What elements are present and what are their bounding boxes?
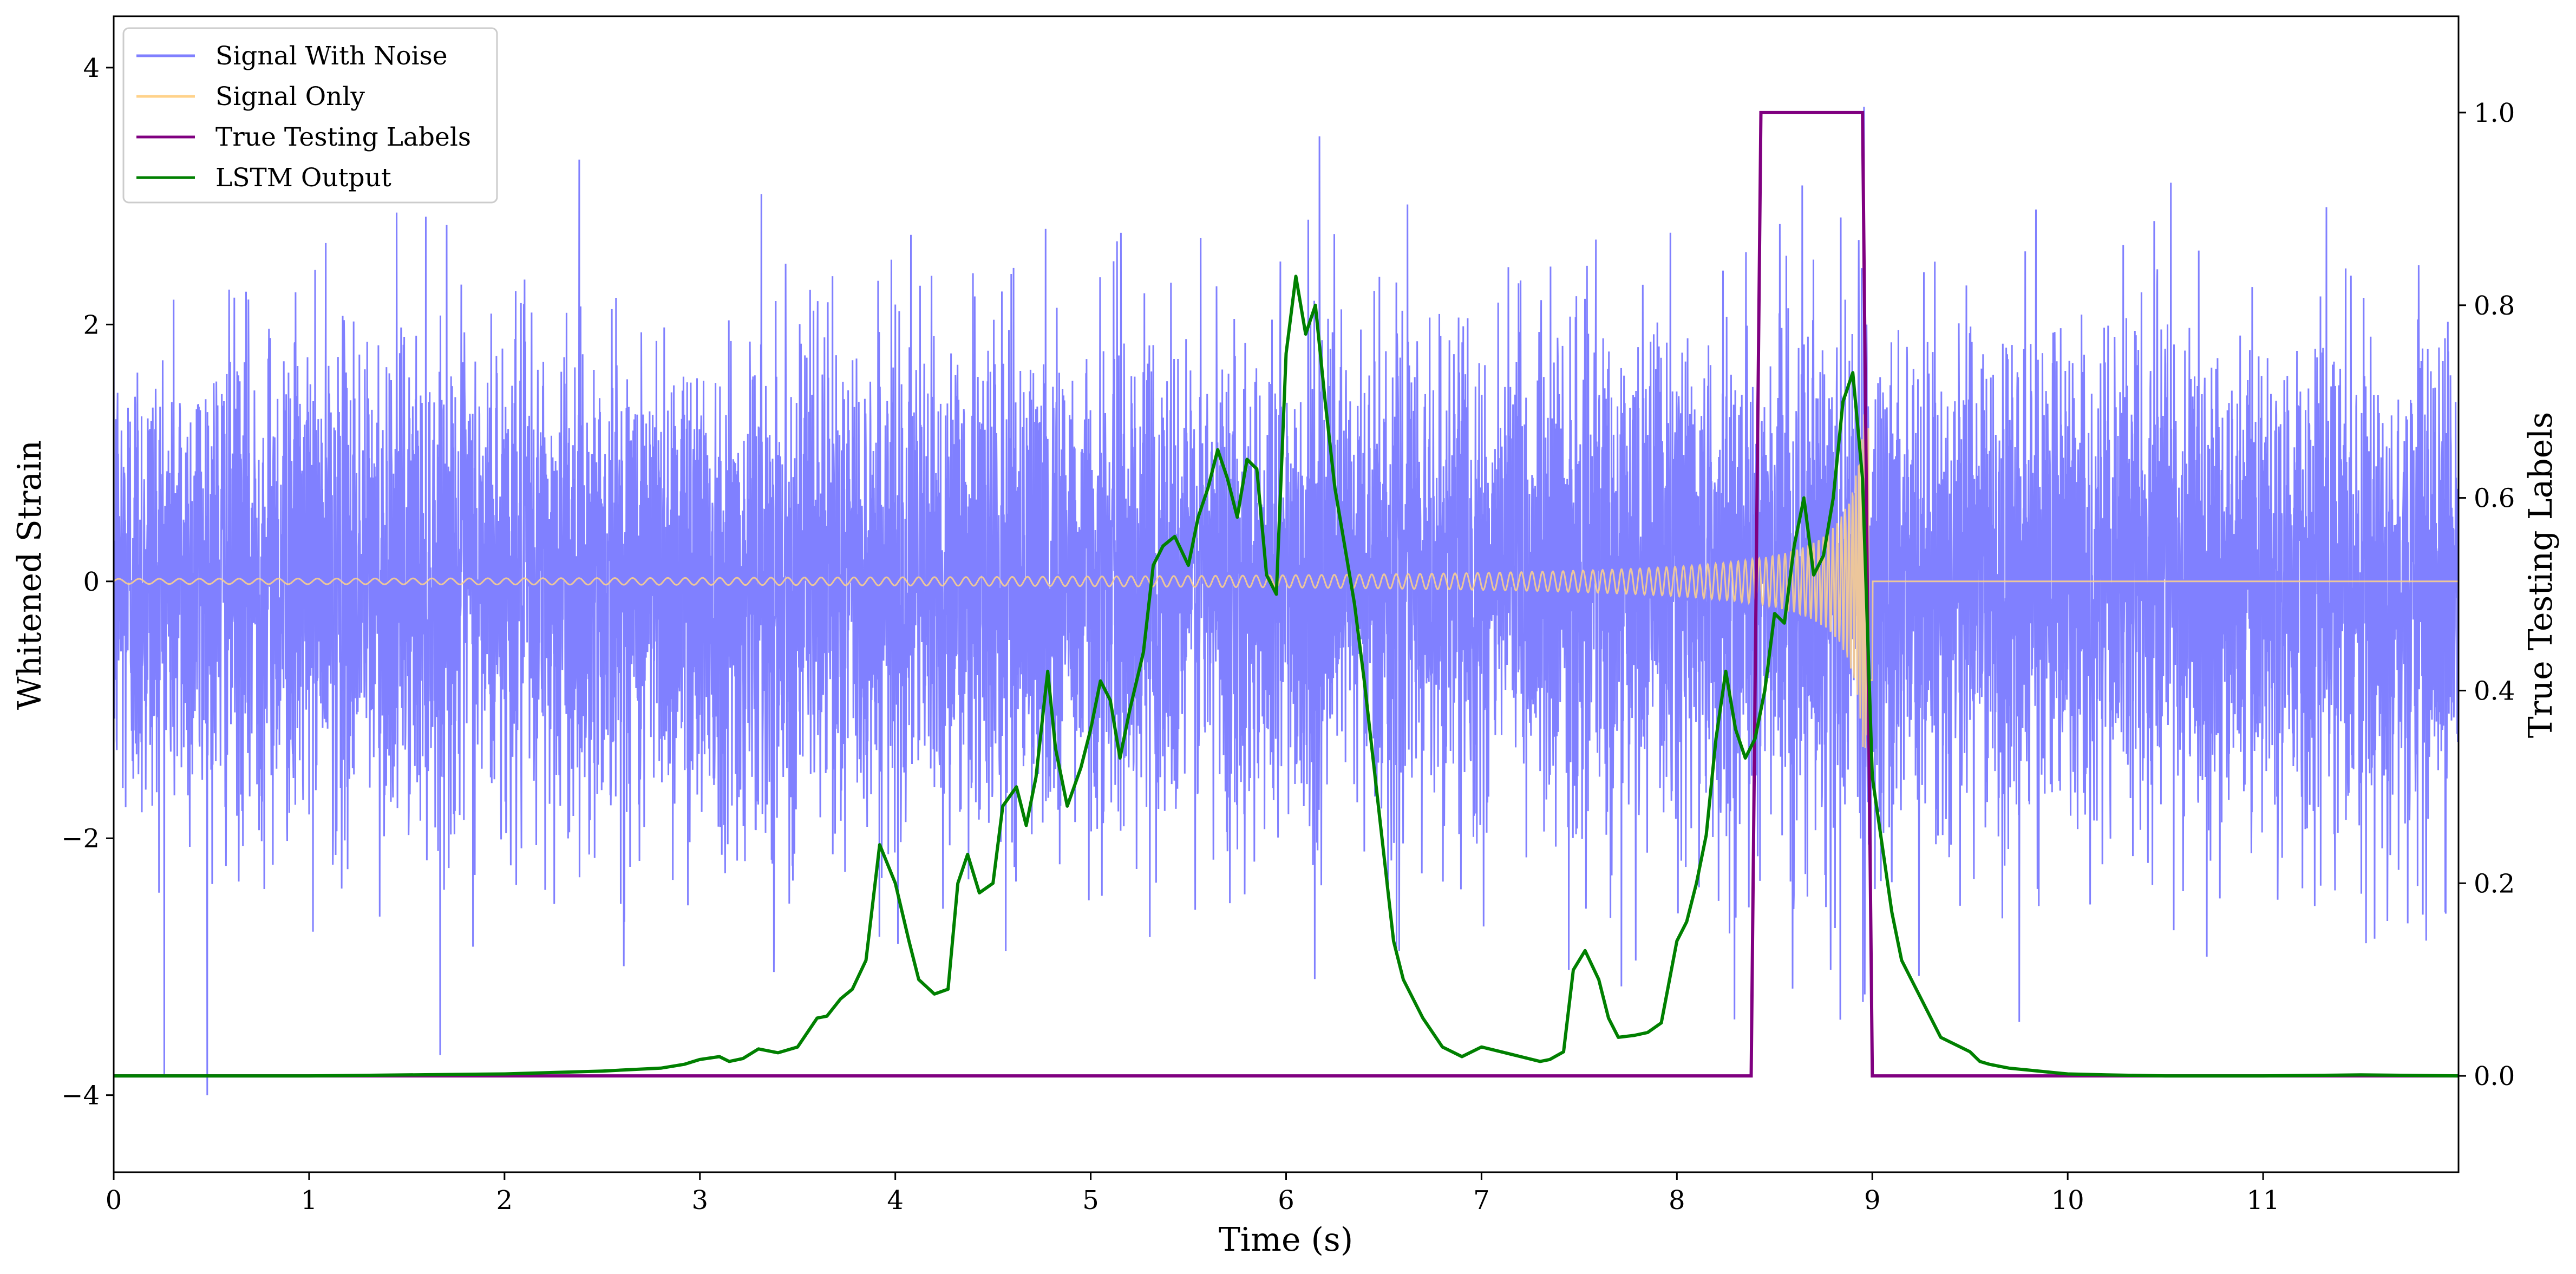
legend-box bbox=[122, 27, 498, 204]
x-tick-label: 7 bbox=[1473, 1185, 1490, 1216]
legend-label-true-testing-labels: True Testing Labels bbox=[215, 122, 471, 152]
series-signal-only bbox=[114, 414, 2459, 748]
right-y-tick-label: 0.0 bbox=[2474, 1061, 2515, 1092]
left-y-tick-label: −4 bbox=[61, 1081, 100, 1111]
right-y-tick-label: 0.6 bbox=[2474, 484, 2515, 514]
right-y-tick-label: 0.4 bbox=[2474, 676, 2515, 706]
x-tick-label: 0 bbox=[106, 1185, 122, 1216]
left-y-tick-label: 2 bbox=[83, 310, 100, 340]
x-tick-label: 3 bbox=[691, 1185, 708, 1216]
x-tick-label: 4 bbox=[887, 1185, 904, 1216]
x-tick-label: 5 bbox=[1082, 1185, 1099, 1216]
x-tick-label: 1 bbox=[301, 1185, 318, 1216]
plot-area bbox=[114, 107, 2459, 1095]
x-tick-label: 9 bbox=[1864, 1185, 1881, 1216]
legend-label-signal-with-noise: Signal With Noise bbox=[215, 41, 448, 71]
series-lstm-output bbox=[114, 275, 2459, 1078]
x-tick-label: 6 bbox=[1278, 1185, 1294, 1216]
right-y-tick-label: 0.2 bbox=[2474, 868, 2515, 899]
x-axis-label: Time (s) bbox=[1219, 1221, 1353, 1259]
left-y-tick-label: −2 bbox=[61, 824, 100, 854]
legend-label-lstm-output: LSTM Output bbox=[215, 163, 391, 193]
right-y-axis-label: True Testing Labels bbox=[2522, 412, 2560, 739]
right-y-tick-label: 0.8 bbox=[2474, 291, 2515, 321]
left-y-tick-label: 0 bbox=[83, 567, 100, 597]
x-tick-label: 2 bbox=[496, 1185, 513, 1216]
left-y-axis: −4 −2 0 2 4 bbox=[61, 53, 114, 1111]
x-tick-label: 11 bbox=[2247, 1185, 2280, 1216]
series-true-testing-labels bbox=[114, 110, 2459, 1078]
series-signal-with-noise bbox=[114, 107, 2459, 1095]
right-y-tick-label: 1.0 bbox=[2474, 98, 2515, 128]
x-tick-label: 8 bbox=[1669, 1185, 1685, 1216]
x-tick-label: 10 bbox=[2051, 1185, 2084, 1216]
legend-label-signal-only: Signal Only bbox=[215, 82, 365, 112]
x-axis: 0 1 2 3 4 5 6 7 8 9 10 11 bbox=[106, 1172, 2280, 1216]
left-y-axis-label: Whitened Strain bbox=[11, 440, 49, 710]
right-y-axis: 0.0 0.2 0.4 0.6 0.8 1.0 bbox=[2459, 98, 2515, 1092]
left-y-tick-label: 4 bbox=[83, 53, 100, 83]
legend: Signal With Noise Signal Only True Testi… bbox=[122, 27, 498, 204]
